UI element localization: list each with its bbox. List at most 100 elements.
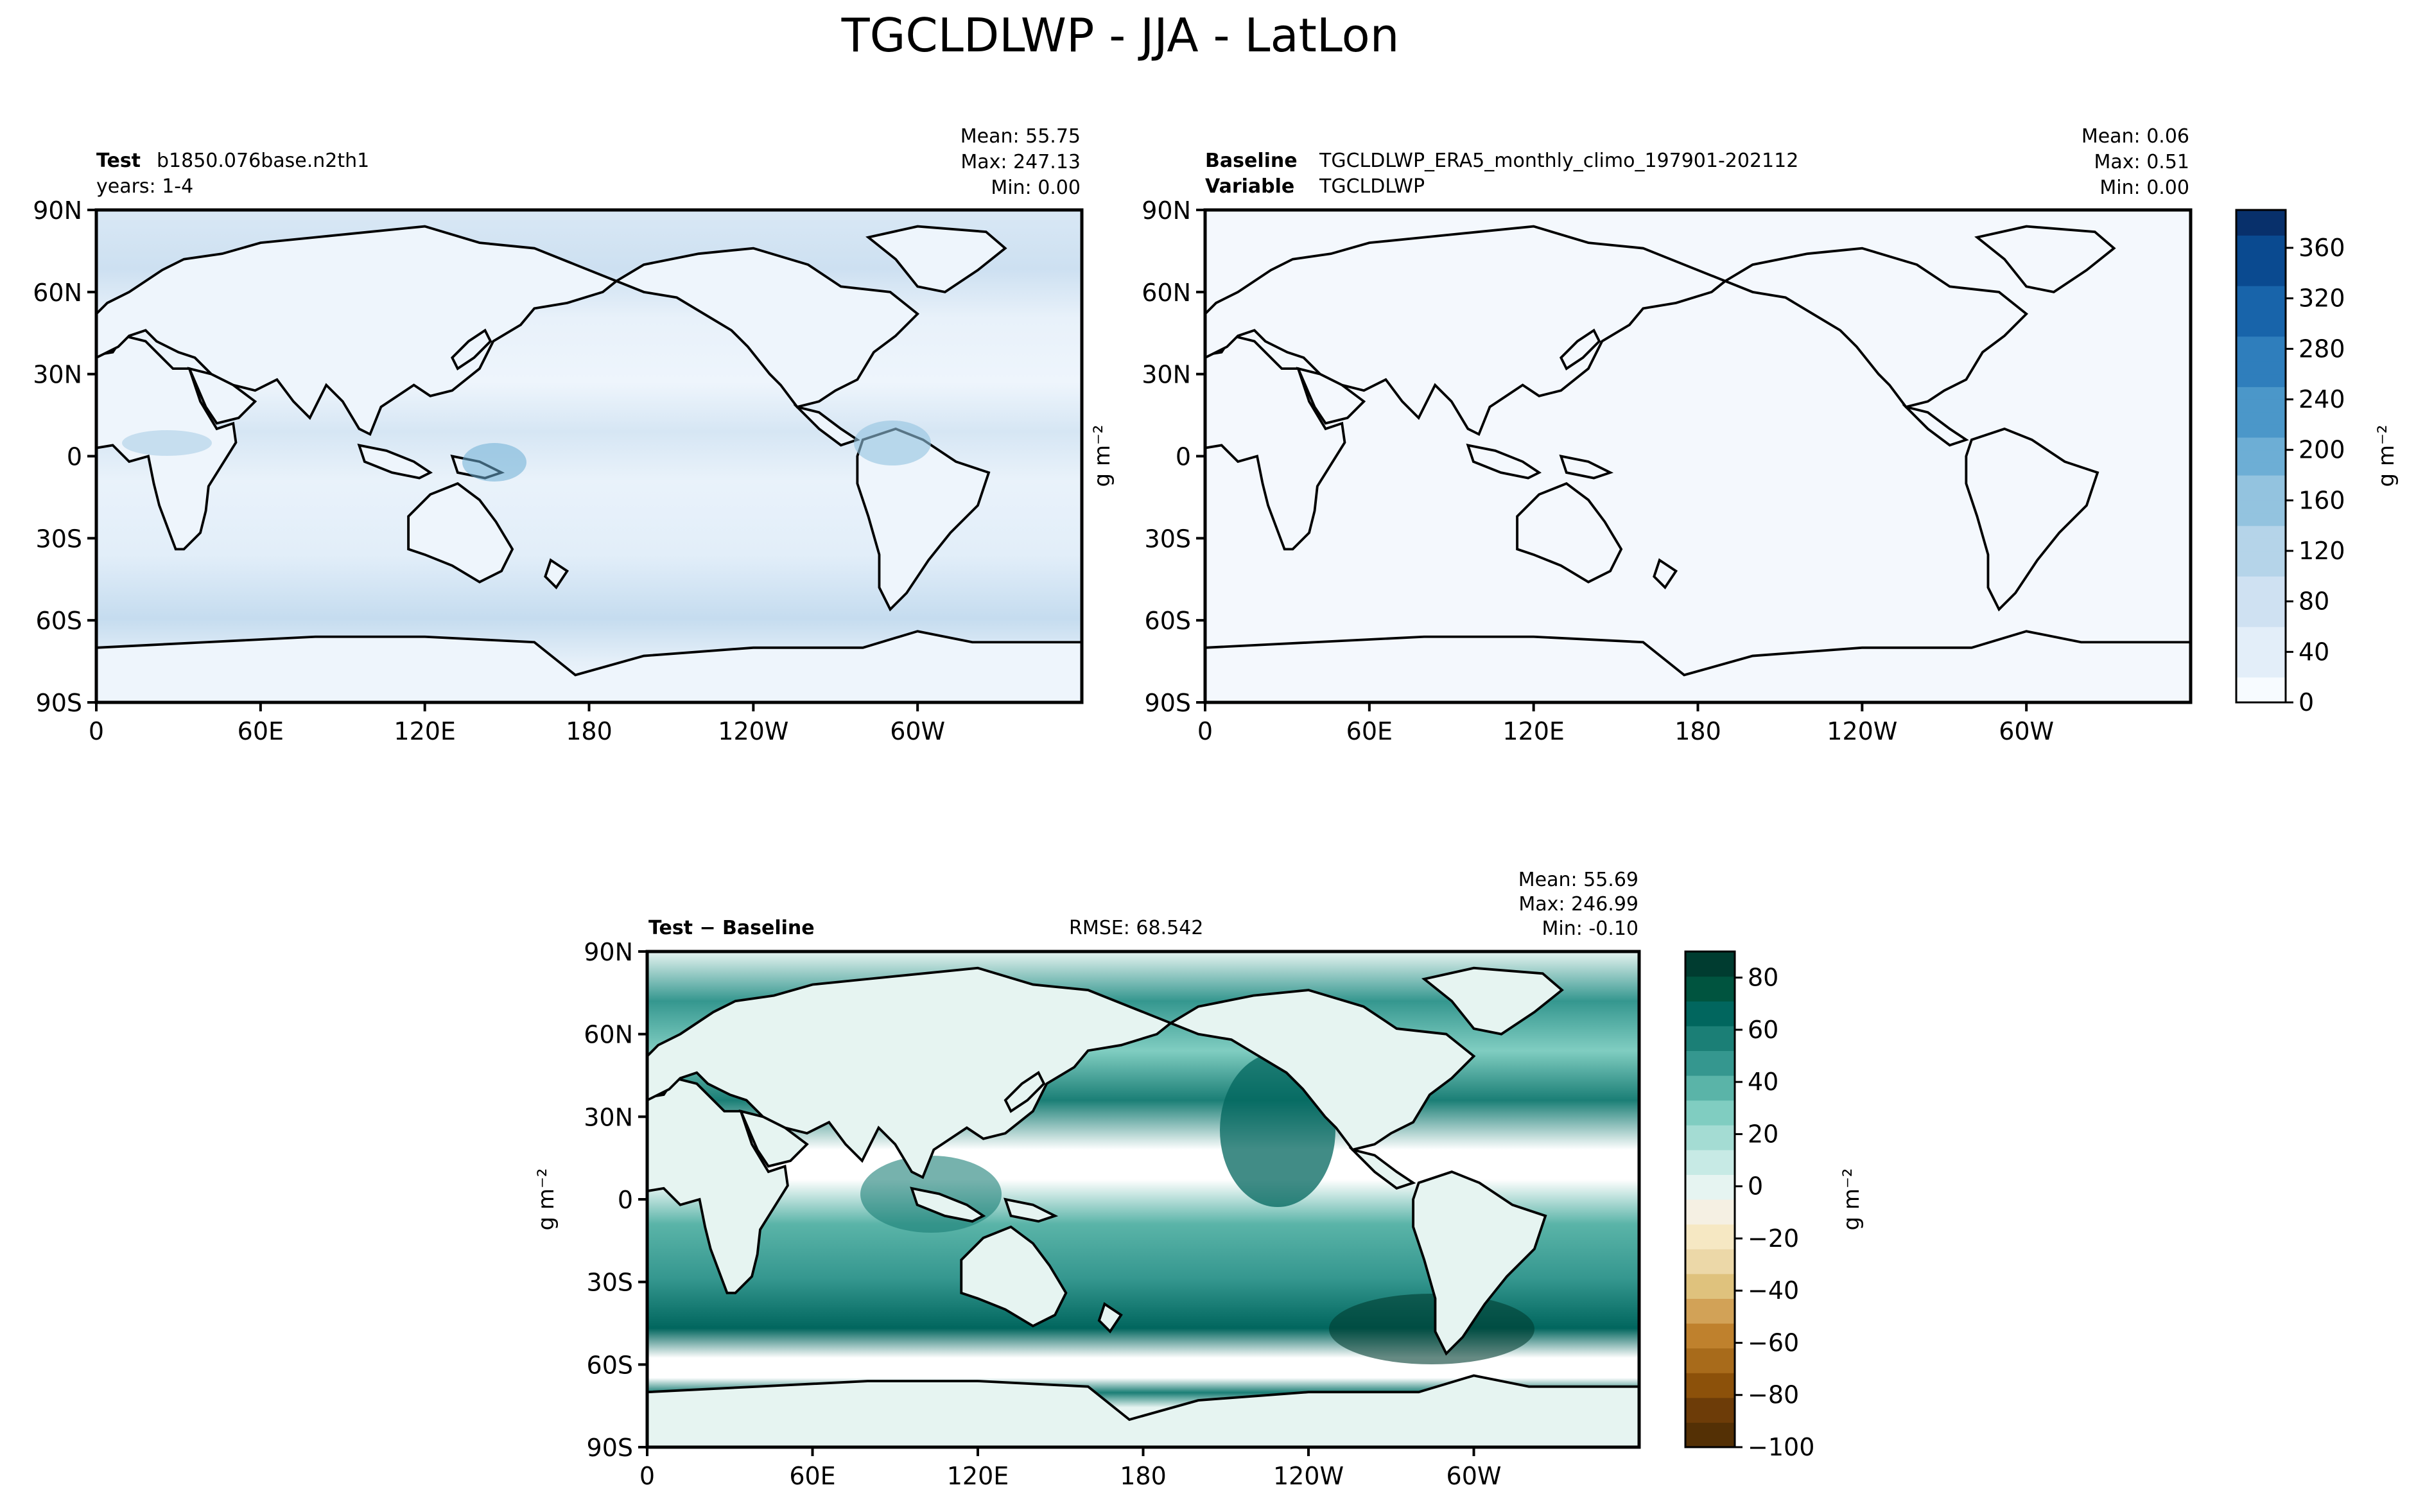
test-xtick-label: 180	[566, 717, 613, 745]
colorbar-blues-level	[2236, 475, 2286, 489]
colorbar-diverging-tick-label: −100	[1748, 1433, 1814, 1461]
diff-xtick-label: 180	[1120, 1462, 1167, 1490]
colorbar-blues-level	[2236, 614, 2286, 627]
colorbar-diverging-level	[1685, 1025, 1735, 1051]
baseline-header-text: TGCLDLWP_ERA5_monthly_climo_197901-20211…	[1319, 150, 1798, 172]
baseline-xtick-label: 120E	[1502, 717, 1565, 745]
test-stat-min: Min: 0.00	[991, 177, 1081, 199]
colorbar-blues-tick-label: 320	[2299, 284, 2345, 313]
colorbar-diverging-level	[1685, 1323, 1735, 1349]
baseline-stat-mean: Mean: 0.06	[2081, 125, 2189, 148]
colorbar-blues-level	[2236, 589, 2286, 602]
baseline-ytick-label: 60S	[1145, 607, 1191, 635]
colorbar-blues-level	[2236, 298, 2286, 311]
colorbar-diverging-tick-label: 40	[1748, 1068, 1778, 1096]
colorbar-blues-level	[2236, 387, 2286, 400]
colorbar-blues-level	[2236, 260, 2286, 274]
test-xtick-label: 60E	[238, 717, 284, 745]
diff-ytick-label: 30S	[587, 1269, 633, 1297]
colorbar-diverging-level	[1685, 1125, 1735, 1151]
colorbar-diverging-tick-label: −80	[1748, 1381, 1799, 1409]
colorbar-diverging-tick-label: 0	[1748, 1172, 1763, 1201]
diff-yticks: 90N 60N 30N 0 30S 60S 90S	[584, 938, 647, 1462]
diff-ytick-label: 90N	[584, 938, 633, 966]
colorbar-diverging-level	[1685, 1050, 1735, 1076]
colorbar-blues-tick-label: 360	[2299, 234, 2345, 262]
colorbar-blues-tick-label: 0	[2299, 688, 2314, 717]
colorbar-blues-level	[2236, 361, 2286, 375]
diff-xtick-label: 60W	[1447, 1462, 1502, 1490]
colorbar-diverging-tick-label: 80	[1748, 964, 1778, 992]
test-xticks: 0 60E 120E 180 120W 60W	[89, 702, 945, 745]
test-ytick-label: 60S	[36, 607, 82, 635]
colorbar-blues-level	[2236, 500, 2286, 514]
diff-xtick-label: 60E	[789, 1462, 835, 1490]
colorbar-diverging-level	[1685, 1348, 1735, 1373]
baseline-xtick-label: 120W	[1827, 717, 1897, 745]
colorbar-diverging-level	[1685, 1249, 1735, 1274]
colorbar-blues-level	[2236, 551, 2286, 564]
colorbar-blues-level	[2236, 424, 2286, 438]
diff-stat-max: Max: 246.99	[1518, 893, 1638, 916]
colorbar-blues-level	[2236, 627, 2286, 640]
colorbar-blues-level	[2236, 677, 2286, 690]
colorbar-blues-level	[2236, 324, 2286, 337]
baseline-variable-bold: Variable	[1205, 175, 1294, 198]
figure-title: TGCLDLWP - JJA - LatLon	[841, 8, 1400, 62]
baseline-stat-min: Min: 0.00	[2099, 177, 2189, 199]
colorbar-blues-level	[2236, 462, 2286, 476]
colorbar-blues-level	[2236, 513, 2286, 526]
colorbar-blues-level	[2236, 665, 2286, 678]
colorbar-diverging-level	[1685, 1149, 1735, 1175]
colorbar-diverging-level	[1685, 1224, 1735, 1249]
colorbar-blues-level	[2236, 399, 2286, 413]
baseline-stat-max: Max: 0.51	[2094, 151, 2189, 173]
test-ytick-label: 90N	[33, 196, 82, 225]
colorbar-blues-tick-label: 240	[2299, 385, 2345, 413]
diff-stat-mean: Mean: 55.69	[1518, 869, 1638, 891]
colorbar-blues-level	[2236, 273, 2286, 286]
colorbar-blues-level	[2236, 437, 2286, 451]
colorbar-diverging-tick-label: −60	[1748, 1328, 1799, 1357]
colorbar-blues-level	[2236, 349, 2286, 362]
colorbar-diverging-level	[1685, 1199, 1735, 1225]
test-years: years: 1-4	[96, 175, 193, 198]
colorbar-diverging-tick-label: 60	[1748, 1016, 1778, 1044]
baseline-yticks: 90N 60N 30N 0 30S 60S 90S	[1142, 196, 1205, 717]
baseline-ylabel: g m⁻²	[1090, 424, 1115, 487]
diff-ytick-label: 0	[618, 1186, 633, 1214]
colorbar-diverging-tick-label: −40	[1748, 1276, 1799, 1305]
colorbar-diverging-level	[1685, 952, 1735, 977]
baseline-ytick-label: 30S	[1145, 525, 1191, 553]
diff-ytick-label: 90S	[587, 1434, 633, 1462]
test-ytick-label: 90S	[36, 689, 82, 717]
colorbar-diverging-frame	[1684, 950, 1736, 1448]
test-yticks: 90N 60N 30N 0 30S 60S 90S	[33, 196, 96, 717]
colorbar-diverging-label: g m⁻²	[1839, 1168, 1864, 1230]
panel-test: Test b1850.076base.n2th1 years: 1-4 Mean…	[33, 125, 1084, 745]
colorbar-blues-level	[2236, 487, 2286, 501]
colorbar-blues-label: g m⁻²	[2374, 424, 2399, 487]
diff-stat-min: Min: -0.10	[1542, 917, 1639, 940]
colorbar-blues-level	[2236, 690, 2286, 703]
test-xtick-label: 0	[89, 717, 104, 745]
baseline-ytick-label: 90N	[1142, 196, 1191, 225]
colorbar-diverging-level	[1685, 976, 1735, 1002]
colorbar-diverging-level	[1685, 1397, 1735, 1423]
colorbar-blues-level	[2236, 286, 2286, 299]
colorbar-blues-level	[2236, 639, 2286, 652]
colorbar-blues-level	[2236, 235, 2286, 248]
test-ytick-label: 60N	[33, 279, 82, 307]
colorbar-blues-level	[2236, 563, 2286, 577]
colorbar-blues-level	[2236, 538, 2286, 552]
colorbar-blues-tick-label: 160	[2299, 486, 2345, 514]
colorbar-blues-tick-label: 200	[2299, 436, 2345, 464]
colorbar-diverging-tick-label: 20	[1748, 1120, 1778, 1148]
test-header-bold: Test	[96, 150, 141, 172]
test-xtick-label: 120W	[718, 717, 788, 745]
colorbar-blues-level	[2236, 601, 2286, 614]
colorbar-blues-level	[2236, 248, 2286, 261]
colorbar-diverging-level	[1685, 1001, 1735, 1027]
test-ytick-label: 30S	[36, 525, 82, 553]
